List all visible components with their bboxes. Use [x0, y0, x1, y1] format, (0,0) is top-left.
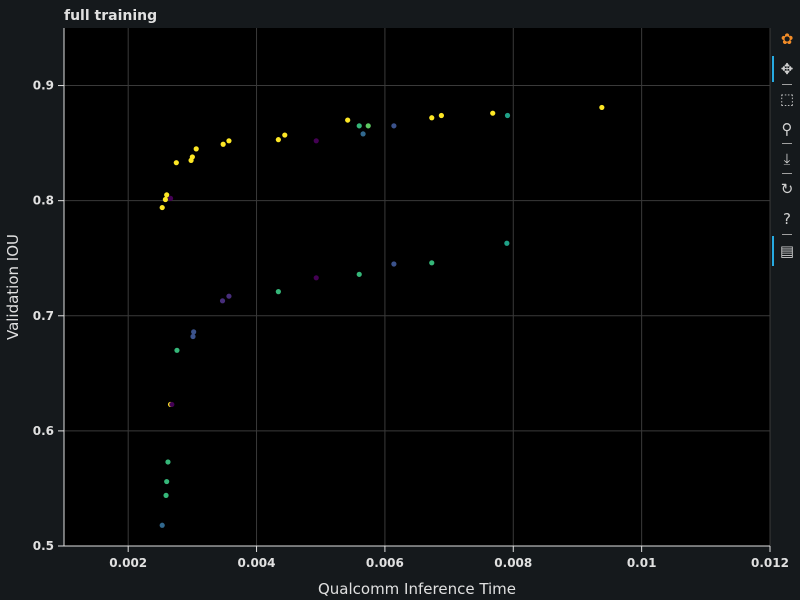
wheel-zoom-tool-icon[interactable]: ⚲ [781, 120, 793, 138]
scatter-point[interactable] [169, 401, 175, 408]
active-tool-indicator [772, 56, 774, 82]
scatter-point[interactable] [226, 138, 232, 144]
scatter-point[interactable] [365, 123, 371, 129]
x-tick-label: 0.01 [627, 556, 657, 570]
scatter-point[interactable] [159, 522, 165, 528]
scatter-point[interactable] [164, 478, 170, 485]
x-tick-label: 0.008 [494, 556, 532, 570]
scatter-point[interactable] [313, 275, 319, 281]
scatter-point[interactable] [164, 192, 170, 198]
scatter-point[interactable] [275, 289, 281, 295]
toolbar-divider [782, 84, 792, 85]
help-tool-icon[interactable]: ? [783, 210, 791, 228]
scatter-point[interactable] [429, 115, 435, 121]
scatter-point[interactable] [219, 298, 226, 304]
save-tool-icon[interactable]: ⤓ [783, 150, 791, 168]
toolbar-divider [782, 143, 792, 144]
pan-tool-icon[interactable]: ✥ [780, 60, 794, 78]
chart-title: full training [64, 8, 158, 24]
data-points [159, 104, 605, 528]
scatter-point[interactable] [391, 261, 397, 267]
x-tick-label: 0.012 [751, 556, 789, 570]
plot-area[interactable] [64, 28, 770, 546]
y-tick-label: 0.8 [33, 194, 54, 208]
scatter-point[interactable] [429, 260, 435, 266]
box-zoom-tool-icon[interactable]: ⬚ [779, 90, 795, 108]
scatter-point[interactable] [360, 131, 366, 137]
scatter-point[interactable] [504, 112, 511, 119]
y-tick-label: 0.7 [33, 309, 54, 323]
y-axis-label: Validation IOU [4, 234, 22, 340]
x-tick-label: 0.002 [109, 556, 147, 570]
bokeh-logo-icon[interactable]: ✿ [780, 30, 794, 48]
toolbar-divider [782, 173, 792, 174]
active-tool-indicator [772, 236, 774, 266]
scatter-point[interactable] [490, 110, 496, 116]
x-axis-label: Qualcomm Inference Time [318, 580, 516, 598]
scatter-point[interactable] [345, 117, 351, 123]
scatter-point[interactable] [173, 160, 179, 166]
scatter-point[interactable] [193, 146, 199, 152]
scatter-point[interactable] [356, 271, 362, 277]
y-tick-label: 0.6 [33, 424, 54, 438]
scatter-point[interactable] [356, 123, 362, 129]
scatter-point[interactable] [282, 132, 288, 138]
scatter-point[interactable] [275, 137, 281, 143]
scatter-point[interactable] [599, 104, 605, 111]
scatter-point[interactable] [174, 347, 180, 353]
scatter-point[interactable] [220, 141, 226, 147]
scatter-point[interactable] [391, 123, 397, 129]
x-tick-label: 0.006 [366, 556, 404, 570]
scatter-point[interactable] [159, 204, 165, 211]
scatter-point[interactable] [163, 492, 169, 498]
scatter-point[interactable] [165, 459, 171, 465]
toolbar-divider [782, 234, 792, 235]
scatter-point[interactable] [313, 138, 319, 144]
x-tick-label: 0.004 [238, 556, 276, 570]
scatter-point[interactable] [162, 196, 169, 203]
scatter-point[interactable] [190, 333, 196, 340]
y-tick-label: 0.9 [33, 79, 54, 93]
scatter-point[interactable] [189, 154, 195, 160]
scatter-point[interactable] [226, 293, 232, 299]
scatter-point[interactable] [438, 112, 444, 119]
scatter-point[interactable] [167, 195, 174, 201]
scatter-point[interactable] [191, 329, 197, 335]
reset-tool-icon[interactable]: ↻ [780, 180, 794, 198]
scatter-point[interactable] [504, 240, 510, 246]
plot-toolbar: ✿ ✥ ⬚ ⚲ ⤓ ↻? ▤ [772, 28, 800, 268]
axes: 0.002 0.004 0.006 0.008 0.01 0.012 0.5 0.6 0.7 0.… [33, 28, 789, 570]
hover-tool-icon[interactable]: ▤ [779, 242, 795, 260]
y-tick-label: 0.5 [33, 539, 54, 553]
